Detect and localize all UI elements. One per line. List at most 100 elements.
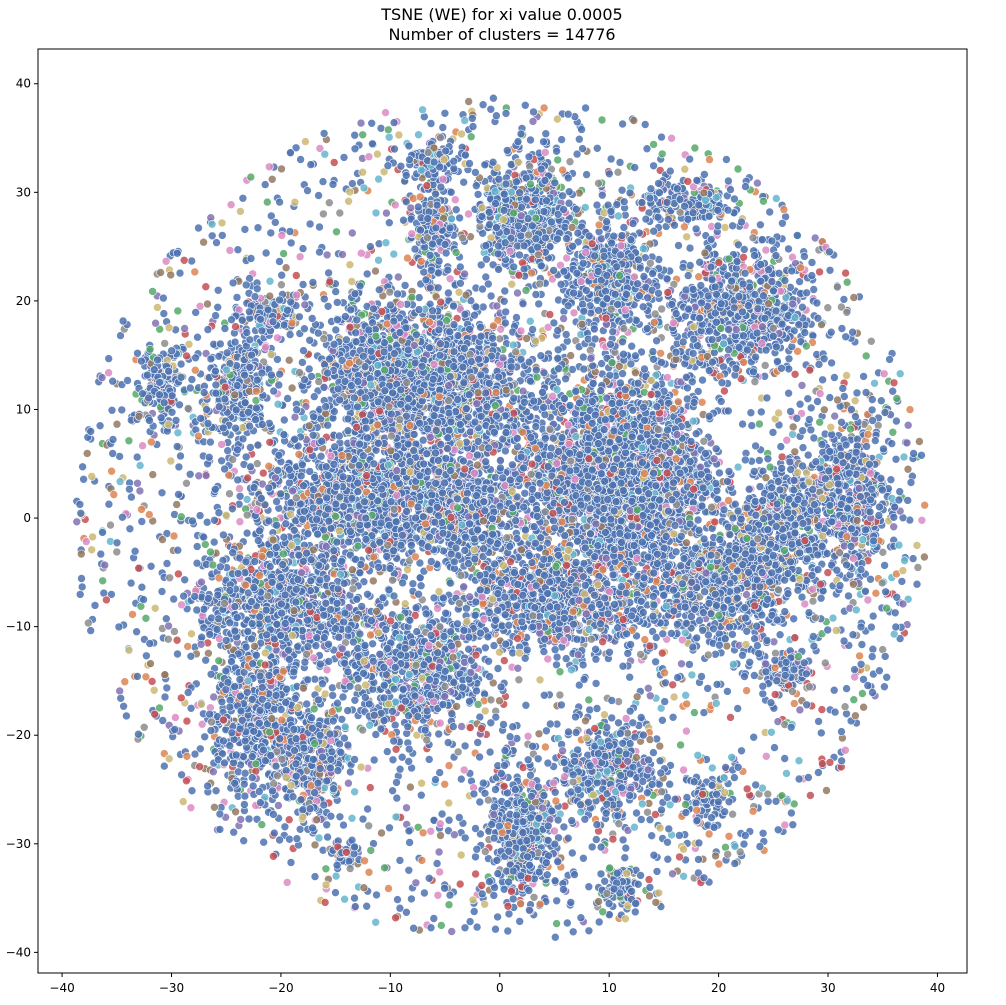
scatter-point xyxy=(915,437,924,446)
scatter-point xyxy=(190,749,200,759)
scatter-point xyxy=(722,155,731,164)
scatter-point xyxy=(580,203,590,212)
scatter-point xyxy=(106,520,115,530)
scatter-point xyxy=(837,727,846,736)
scatter-point xyxy=(917,450,926,460)
scatter-point xyxy=(438,123,448,132)
scatter-point xyxy=(301,137,310,146)
scatter-point xyxy=(151,318,160,328)
scatter-point xyxy=(539,690,549,700)
scatter-point xyxy=(77,582,87,592)
scatter-point xyxy=(788,820,798,830)
scatter-point xyxy=(682,232,692,242)
scatter-point xyxy=(871,588,881,598)
scatter-point xyxy=(153,303,162,312)
scatter-point xyxy=(141,672,151,682)
scatter-point xyxy=(185,469,195,479)
scatter-point xyxy=(892,416,901,426)
scatter-point xyxy=(477,881,487,890)
scatter-point xyxy=(165,573,174,583)
scatter-point xyxy=(125,484,134,494)
scatter-point xyxy=(416,581,426,591)
scatter-point xyxy=(466,132,476,141)
scatter-point xyxy=(464,97,474,106)
scatter-point xyxy=(794,774,804,784)
scatter-point xyxy=(493,249,503,259)
scatter-point xyxy=(645,691,655,701)
scatter-point xyxy=(164,754,174,764)
scatter-point xyxy=(471,181,481,190)
scatter-point xyxy=(139,722,149,732)
scatter-point xyxy=(133,478,142,488)
scatter-point xyxy=(434,847,444,857)
scatter-point xyxy=(492,111,501,120)
scatter-point xyxy=(460,741,470,751)
scatter-point xyxy=(417,856,427,865)
scatter-point xyxy=(526,135,535,145)
scatter-point xyxy=(657,648,667,658)
scatter-point xyxy=(450,830,459,840)
scatter-point xyxy=(381,238,391,247)
scatter-point xyxy=(863,595,873,605)
scatter-point xyxy=(364,821,374,831)
scatter-point xyxy=(133,672,142,681)
scatter-point xyxy=(541,742,550,752)
scatter-point xyxy=(303,186,312,195)
scatter-point xyxy=(563,833,573,843)
scatter-point xyxy=(425,251,435,260)
scatter-point xyxy=(584,926,594,936)
scatter-point xyxy=(117,405,127,415)
scatter-point xyxy=(469,907,479,916)
scatter-point xyxy=(366,846,376,855)
scatter-point xyxy=(460,116,470,125)
scatter-point xyxy=(201,471,211,480)
scatter-point xyxy=(147,437,156,447)
scatter-point xyxy=(444,900,454,910)
scatter-point xyxy=(749,732,759,742)
scatter-point xyxy=(400,281,410,290)
scatter-point xyxy=(315,247,324,257)
scatter-point xyxy=(443,265,453,275)
scatter-point xyxy=(484,207,494,217)
scatter-point xyxy=(231,807,240,817)
scatter-point xyxy=(892,394,902,403)
scatter-point xyxy=(523,731,533,741)
scatter-point xyxy=(235,484,244,493)
scatter-point xyxy=(550,876,560,886)
scatter-point xyxy=(542,196,551,205)
scatter-point xyxy=(690,143,700,153)
scatter-point xyxy=(413,202,423,212)
scatter-point xyxy=(733,762,743,772)
scatter-point xyxy=(435,819,445,829)
scatter-point xyxy=(756,407,766,417)
scatter-point xyxy=(135,486,145,496)
scatter-point xyxy=(798,426,807,436)
scatter-point xyxy=(158,535,167,544)
scatter-point xyxy=(432,859,442,868)
scatter-point xyxy=(903,464,913,474)
scatter-point xyxy=(879,369,889,379)
scatter-point xyxy=(644,875,654,884)
scatter-point xyxy=(141,613,151,623)
scatter-point xyxy=(323,301,333,311)
scatter-point xyxy=(473,190,483,199)
scatter-point xyxy=(818,375,827,385)
scatter-point xyxy=(350,130,360,140)
scatter-point xyxy=(434,729,444,739)
scatter-point xyxy=(667,133,676,143)
scatter-point xyxy=(137,517,147,526)
scatter-point xyxy=(693,515,703,525)
points-layer xyxy=(72,93,930,942)
scatter-point xyxy=(426,826,436,836)
scatter-point xyxy=(104,368,113,378)
scatter-point xyxy=(191,353,200,363)
scatter-point xyxy=(758,828,768,838)
scatter-point xyxy=(597,115,607,125)
scatter-point xyxy=(240,225,250,234)
scatter-point xyxy=(842,371,851,380)
scatter-point xyxy=(389,118,399,127)
scatter-point xyxy=(364,867,374,877)
scatter-point xyxy=(657,132,666,142)
scatter-point xyxy=(451,248,461,257)
